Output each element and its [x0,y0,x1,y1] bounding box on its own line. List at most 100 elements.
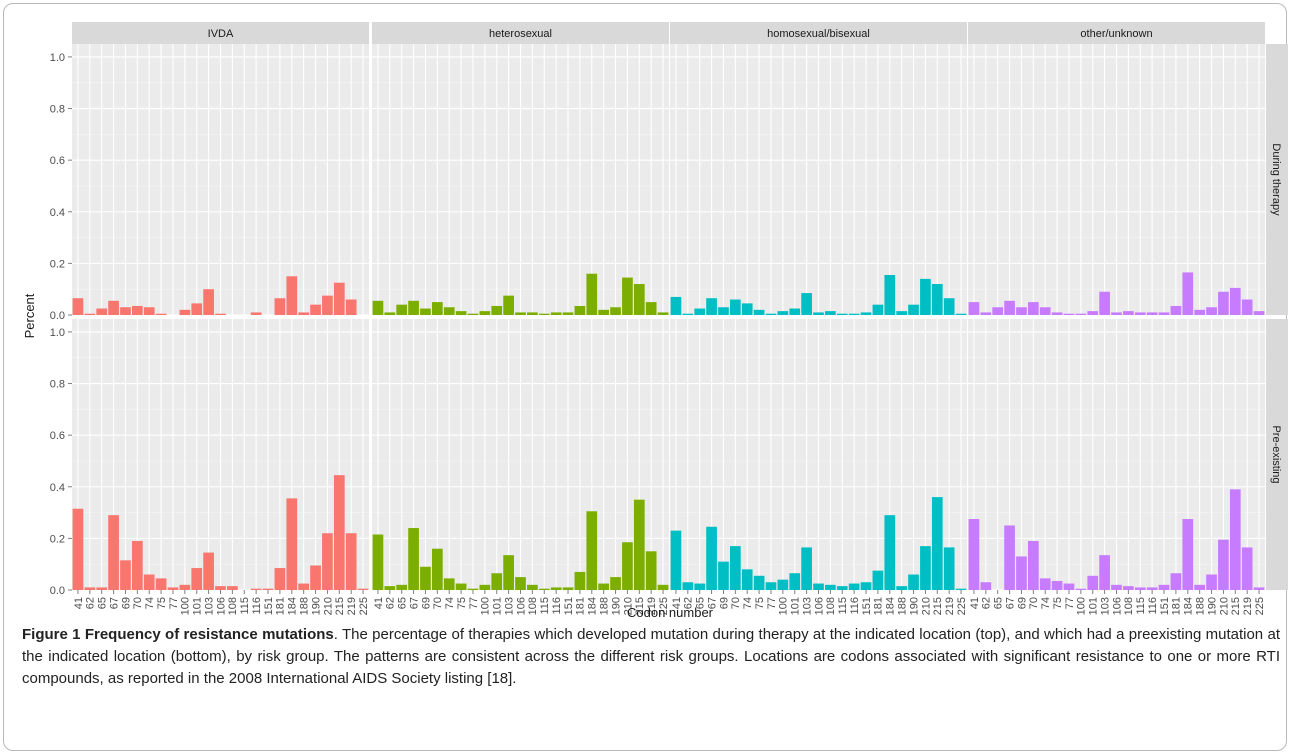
bar-pre-existing-ivda-184 [286,498,298,590]
bar-during-therapy-ivda-74 [143,307,155,315]
caption-text: . The percentage of therapies which deve… [22,626,1280,687]
bar-during-therapy-homosexual-bisexual-69 [718,307,729,315]
bar-during-therapy-heterosexual-181 [574,305,586,315]
bar-pre-existing-heterosexual-190 [610,577,621,590]
bar-during-therapy-homosexual-bisexual-116 [848,313,860,315]
x-tick-label: 70 [132,597,144,609]
x-tick-label: 106 [215,597,227,615]
bar-pre-existing-other-unknown-115 [1134,587,1146,590]
bar-pre-existing-heterosexual-67 [408,528,419,590]
bar-during-therapy-ivda-75 [155,313,167,315]
x-tick-label: 210 [622,597,634,615]
x-tick-label: 41 [671,597,683,609]
bar-during-therapy-other-unknown-67 [1004,300,1015,315]
x-tick-label: 115 [837,597,849,615]
bar-pre-existing-heterosexual-75 [455,583,467,590]
y-tick-label: 0.8 [50,379,65,391]
bar-pre-existing-heterosexual-225 [657,584,669,590]
bar-pre-existing-homosexual-bisexual-210 [920,546,931,590]
x-tick-label: 181 [1171,597,1183,615]
x-tick-label: 116 [849,597,861,615]
x-tick-label: 184 [287,597,299,615]
bar-pre-existing-heterosexual-116 [550,587,562,590]
bar-during-therapy-other-unknown-108 [1123,311,1134,315]
bar-during-therapy-ivda-103 [203,289,214,315]
bar-pre-existing-homosexual-bisexual-219 [943,547,955,590]
bar-pre-existing-ivda-103 [203,552,214,590]
faceted-bar-chart: IVDA heterosexual homosexual/bisexual other… [22,22,1288,620]
x-tick-label: 65 [97,597,109,609]
bar-pre-existing-heterosexual-108 [527,584,538,590]
bar-pre-existing-heterosexual-106 [515,577,526,590]
bar-pre-existing-ivda-219 [345,533,357,590]
bar-during-therapy-heterosexual-69 [420,308,431,315]
x-tick-label: 215 [634,597,646,615]
bar-during-therapy-other-unknown-65 [992,307,1004,315]
bar-during-therapy-homosexual-bisexual-103 [801,293,812,315]
bar-during-therapy-heterosexual-115 [538,313,550,315]
x-tick-label: 215 [932,597,944,615]
bar-during-therapy-homosexual-bisexual-70 [729,299,741,315]
x-tick-label: 65 [695,597,707,609]
bar-pre-existing-heterosexual-210 [622,542,633,590]
bar-pre-existing-ivda-188 [298,583,310,590]
x-tick-label: 210 [1218,597,1230,615]
bar-during-therapy-other-unknown-188 [1194,309,1206,315]
bar-pre-existing-other-unknown-116 [1146,587,1158,590]
bar-pre-existing-other-unknown-69 [1016,556,1027,590]
x-tick-label: 181 [575,597,587,615]
bar-during-therapy-ivda-69 [120,307,131,315]
bar-pre-existing-homosexual-bisexual-106 [813,583,824,590]
x-tick-label: 219 [646,597,658,615]
bar-pre-existing-heterosexual-70 [431,548,443,590]
bar-pre-existing-heterosexual-69 [420,566,431,590]
strip-label-during-therapy: During therapy [1270,143,1282,216]
x-tick-label: 188 [897,597,909,615]
bar-during-therapy-heterosexual-67 [408,300,419,315]
bar-during-therapy-ivda-215 [333,282,345,315]
x-tick-label: 65 [397,597,409,609]
bar-during-therapy-homosexual-bisexual-215 [931,284,943,315]
bar-during-therapy-other-unknown-100 [1075,313,1087,315]
y-tick-label: 0.8 [50,104,65,116]
bar-pre-existing-ivda-210 [322,533,333,590]
bar-during-therapy-heterosexual-188 [598,309,610,315]
bar-during-therapy-ivda-184 [286,276,298,315]
bar-pre-existing-heterosexual-181 [574,571,586,590]
bar-during-therapy-heterosexual-101 [491,305,503,315]
bar-pre-existing-ivda-108 [227,586,238,590]
x-tick-label: 115 [239,597,251,615]
bar-during-therapy-homosexual-bisexual-115 [836,313,848,315]
bar-pre-existing-other-unknown-181 [1170,573,1182,590]
bar-pre-existing-homosexual-bisexual-67 [706,526,717,590]
bar-pre-existing-other-unknown-77 [1063,583,1075,590]
strip-other-unknown [968,22,1265,44]
bar-pre-existing-homosexual-bisexual-101 [789,573,801,590]
bar-pre-existing-heterosexual-151 [562,587,574,590]
bar-during-therapy-other-unknown-62 [980,312,992,315]
bar-pre-existing-homosexual-bisexual-190 [908,574,919,590]
x-tick-label: 225 [658,597,670,615]
bar-during-therapy-other-unknown-77 [1063,313,1075,315]
bar-pre-existing-heterosexual-188 [598,583,610,590]
bar-pre-existing-homosexual-bisexual-225 [955,588,967,590]
x-tick-label: 101 [790,597,802,615]
bar-during-therapy-other-unknown-184 [1182,272,1194,315]
bar-pre-existing-heterosexual-103 [503,555,514,590]
bar-during-therapy-homosexual-bisexual-184 [884,274,896,315]
x-tick-label: 74 [144,597,156,609]
bar-during-therapy-other-unknown-74 [1039,307,1051,315]
bar-pre-existing-heterosexual-101 [491,573,503,590]
bar-pre-existing-ivda-70 [131,540,143,590]
x-tick-label: 210 [920,597,932,615]
x-tick-label: 115 [539,597,551,615]
bar-pre-existing-homosexual-bisexual-181 [872,570,884,590]
bar-pre-existing-ivda-65 [96,587,108,590]
bar-during-therapy-homosexual-bisexual-225 [955,313,967,315]
bar-pre-existing-ivda-190 [310,565,321,590]
bar-pre-existing-homosexual-bisexual-65 [694,583,706,590]
strip-label-ivda: IVDA [208,28,234,40]
x-tick-label: 188 [599,597,611,615]
bar-pre-existing-homosexual-bisexual-103 [801,547,812,590]
bar-during-therapy-homosexual-bisexual-219 [943,298,955,315]
